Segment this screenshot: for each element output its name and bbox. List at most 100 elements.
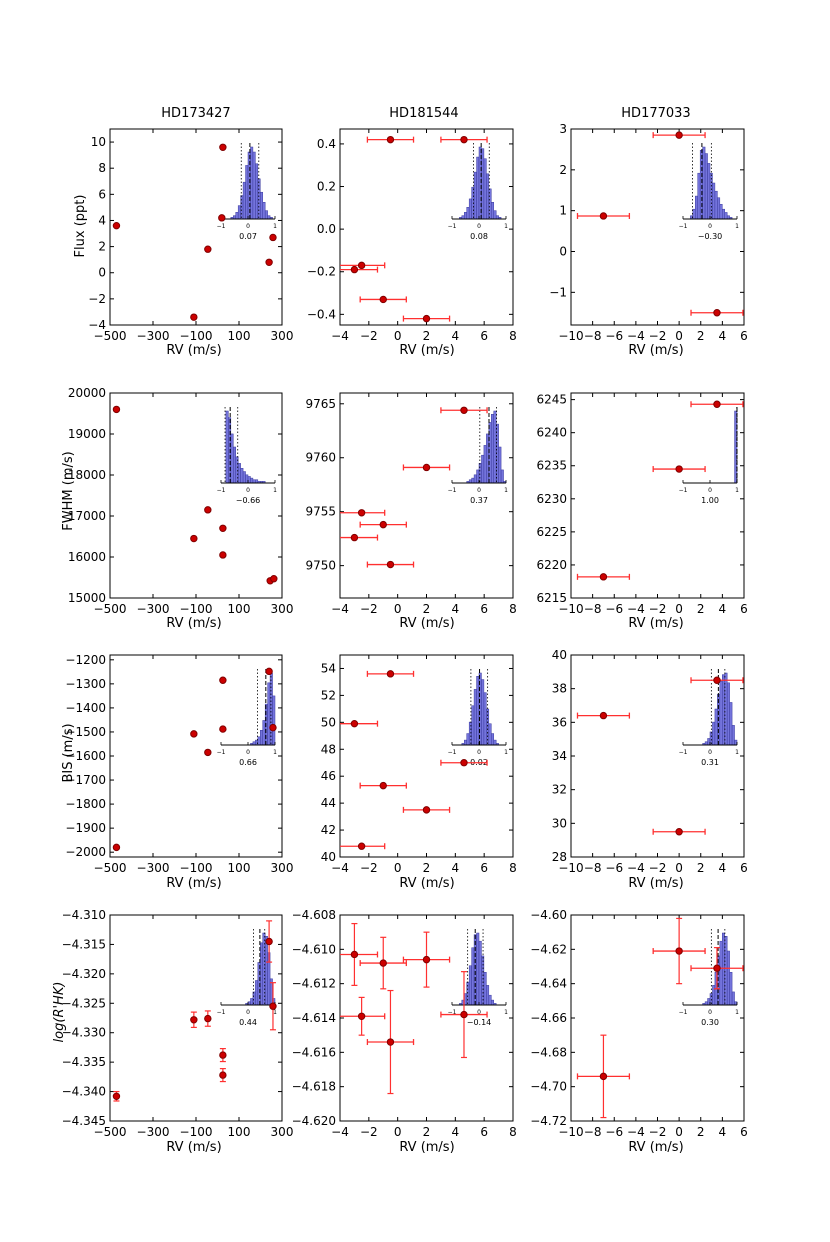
inset-bar xyxy=(461,215,465,220)
y-tick-label: −4.610 xyxy=(292,942,336,956)
inset-tick-label: −1 xyxy=(448,487,457,494)
inset-tick-label: −1 xyxy=(448,1009,457,1016)
y-tick-label: 48 xyxy=(321,742,336,756)
inset-tick-label: 1 xyxy=(273,1009,277,1016)
data-point xyxy=(460,135,468,144)
y-tick-label: 30 xyxy=(552,816,567,830)
x-tick-label: 0 xyxy=(394,602,402,616)
xlabel-r3c3: RV (m/s) xyxy=(628,876,683,891)
inset-tick-label: 0 xyxy=(246,1009,250,1016)
data-points xyxy=(576,131,744,317)
inset-tick-label: −1 xyxy=(448,223,457,230)
y-tick-label: 38 xyxy=(552,682,567,696)
inset-tick-label: −1 xyxy=(217,1009,226,1016)
y-tick-label: −4 xyxy=(88,318,106,332)
inset-bar xyxy=(483,692,487,746)
data-points xyxy=(340,135,488,323)
y-tick-label: 34 xyxy=(552,749,567,763)
inset-bar xyxy=(495,215,499,220)
inset-value-label: 0.08 xyxy=(470,232,488,241)
data-points xyxy=(340,406,488,569)
inset-value-label: 0.66 xyxy=(239,758,257,767)
data-point xyxy=(379,781,387,790)
ylabel-logrhk: log(R'HK) xyxy=(52,982,67,1043)
y-tick-label: 8 xyxy=(98,161,106,175)
inset-bar xyxy=(262,202,266,220)
y-tick-label: −4.320 xyxy=(62,967,106,981)
x-tick-label: 8 xyxy=(509,861,517,875)
inset-bar xyxy=(714,190,718,220)
y-tick-label: −1400 xyxy=(65,701,106,715)
inset-bar xyxy=(242,471,246,484)
inset-bar xyxy=(260,730,263,746)
x-tick-label: −2 xyxy=(360,1125,378,1139)
y-tick-label: −1900 xyxy=(65,821,106,835)
inset-tick-label: 1 xyxy=(504,749,508,756)
y-tick-label: −4.345 xyxy=(62,1114,106,1128)
x-tick-label: 2 xyxy=(423,1125,431,1139)
inset-histogram: −1 0 1 −0.66 xyxy=(217,407,277,505)
inset-bar xyxy=(707,163,711,220)
panel-r4c3: −10 −8 −6 −4 −2 0 2 4 6−4.72−4.70−4.68−4.66−4.64… xyxy=(530,908,748,1139)
inset-bar xyxy=(712,182,716,220)
x-tick-label: −4 xyxy=(331,1125,349,1139)
axes-frame xyxy=(570,914,745,1122)
panel-r3c1: −500 −300 −100 100 300 −2000 −1900 −1800 −1700 −1… xyxy=(65,653,293,875)
y-tick-label: 10 xyxy=(91,135,106,149)
axes-frame xyxy=(109,654,283,858)
data-point xyxy=(422,806,431,814)
x-tick-label: −2 xyxy=(649,329,667,343)
inset-bar xyxy=(719,204,723,220)
inset-bar xyxy=(719,940,723,1006)
x-tick-label: −500 xyxy=(94,602,127,616)
y-tick-label: 20000 xyxy=(68,386,106,400)
data-point xyxy=(675,131,683,139)
x-tick-label: −8 xyxy=(584,329,602,343)
x-tick-label: 6 xyxy=(480,861,488,875)
y-tick-label: 32 xyxy=(552,783,567,797)
x-tick-label: −4 xyxy=(331,861,349,875)
y-tick-label: 6235 xyxy=(536,459,567,473)
x-tick-label: 6 xyxy=(740,602,748,616)
data-point xyxy=(357,261,366,270)
x-tick-label: −2 xyxy=(360,329,378,343)
inset-bar xyxy=(712,721,716,746)
inset-bar xyxy=(257,178,261,220)
x-tick-label: 100 xyxy=(228,329,251,343)
y-tick-label: 6240 xyxy=(536,426,567,440)
y-tick-label: 2 xyxy=(559,163,567,177)
inset-bar xyxy=(481,679,485,746)
xlabel-r3c1: RV (m/s) xyxy=(166,876,221,891)
x-tick-label: −100 xyxy=(180,329,213,343)
inset-bar xyxy=(464,212,467,220)
x-tick-label: −2 xyxy=(649,861,667,875)
data-point xyxy=(460,406,468,414)
inset-bar xyxy=(466,207,470,220)
x-tick-label: 6 xyxy=(480,1125,488,1139)
y-tick-label: 19000 xyxy=(68,427,106,441)
y-tick-label: −4.330 xyxy=(62,1026,106,1040)
data-point xyxy=(379,295,387,304)
x-tick-label: −6 xyxy=(605,329,623,343)
x-tick-label: 0 xyxy=(394,1125,402,1139)
x-tick-label: 4 xyxy=(719,329,727,343)
inset-tick-label: −1 xyxy=(679,1009,688,1016)
y-tick-label: 0 xyxy=(98,266,106,280)
x-tick-label: 2 xyxy=(423,329,431,343)
x-tick-label: −8 xyxy=(584,1125,602,1139)
y-tick-label: 28 xyxy=(552,850,567,864)
data-points xyxy=(576,400,744,581)
column-title-2: HD181544 xyxy=(389,106,458,121)
inset-bar xyxy=(250,477,254,484)
inset-bar xyxy=(464,993,467,1006)
inset-bar xyxy=(488,994,492,1006)
inset-value-label: 0.37 xyxy=(470,496,488,505)
inset-tick-label: 0 xyxy=(246,223,250,230)
x-tick-label: −6 xyxy=(605,1125,623,1139)
xlabel-r3c2: RV (m/s) xyxy=(399,876,454,891)
inset-tick-label: 1 xyxy=(273,487,277,494)
data-point xyxy=(265,258,273,266)
x-tick-label: −10 xyxy=(558,1125,583,1139)
